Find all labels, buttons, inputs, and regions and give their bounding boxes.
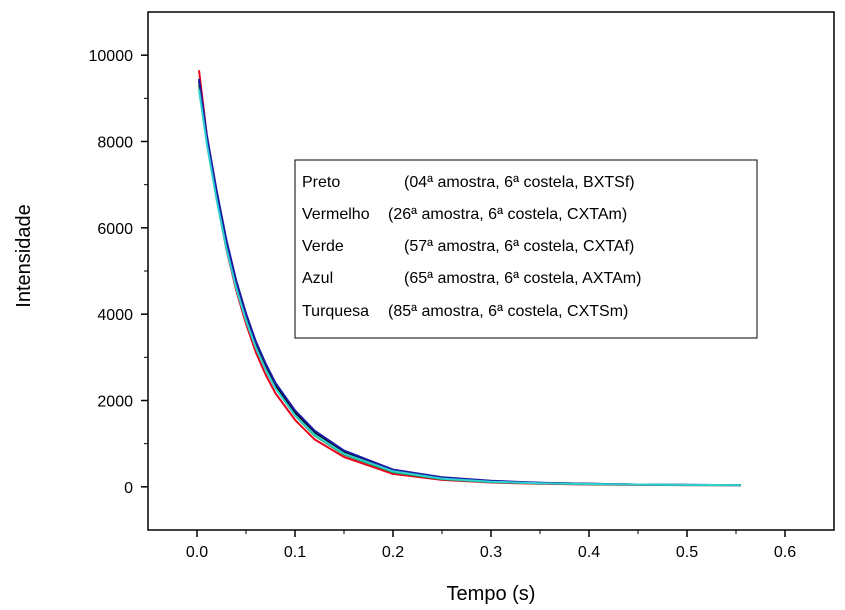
legend-name: Verde <box>302 238 344 255</box>
x-tick-label: 0.3 <box>480 544 502 561</box>
legend-desc: (57ª amostra, 6ª costela, CXTAf) <box>404 238 634 255</box>
legend-desc: (26ª amostra, 6ª costela, CXTAm) <box>388 206 627 223</box>
x-axis-label: Tempo (s) <box>447 583 536 605</box>
series-line-5 <box>198 89 741 487</box>
legend-name: Preto <box>302 174 340 191</box>
legend-name: Turquesa <box>302 303 369 320</box>
y-tick-label: 4000 <box>97 307 133 324</box>
y-tick-label: 10000 <box>89 48 134 65</box>
y-tick-label: 6000 <box>97 221 133 238</box>
x-tick-label: 0.1 <box>284 544 306 561</box>
y-tick-label: 2000 <box>97 394 133 411</box>
legend-name: Vermelho <box>302 206 370 223</box>
legend-desc: (65ª amostra, 6ª costela, AXTAm) <box>404 270 641 287</box>
legend-name: Azul <box>302 270 333 287</box>
x-tick-label: 0.6 <box>774 544 796 561</box>
legend-box <box>294 159 758 339</box>
legend-desc: (85ª amostra, 6ª costela, CXTSm) <box>388 303 628 320</box>
y-tick-label: 8000 <box>97 135 133 152</box>
y-tick-label: 0 <box>124 480 133 497</box>
legend-desc: (04ª amostra, 6ª costela, BXTSf) <box>404 174 635 191</box>
x-tick-label: 0.0 <box>186 544 208 561</box>
x-tick-label: 0.4 <box>578 544 600 561</box>
y-axis-label: Intensidade <box>13 204 35 307</box>
x-tick-label: 0.5 <box>676 544 698 561</box>
x-tick-label: 0.2 <box>382 544 404 561</box>
